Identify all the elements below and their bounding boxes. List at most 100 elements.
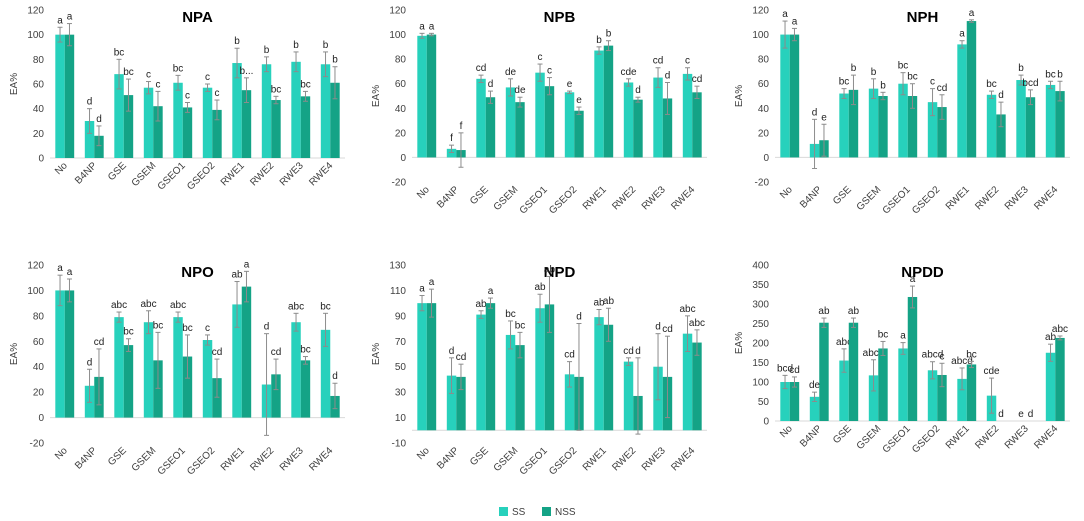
y-tick-label: 10 xyxy=(395,413,407,424)
significance-label: bc xyxy=(878,329,889,340)
bar-ss xyxy=(839,93,849,158)
significance-label: b xyxy=(264,45,270,56)
x-tick-label: B4NP xyxy=(798,423,824,449)
y-tick-label: 60 xyxy=(758,79,770,90)
y-tick-label: 0 xyxy=(763,153,769,164)
bar-nss xyxy=(1055,91,1065,158)
y-tick-label: 80 xyxy=(33,55,45,66)
bar-ss xyxy=(535,72,545,158)
x-tick-label: GSEO2 xyxy=(185,445,217,477)
significance-label: b xyxy=(880,80,886,91)
y-tick-label: 150 xyxy=(752,358,769,369)
x-tick-label: B4NP xyxy=(73,445,99,471)
x-tick-label: GSEO2 xyxy=(185,160,217,192)
bar-ss xyxy=(986,94,997,158)
significance-label: abcd xyxy=(951,356,973,367)
bar-ss xyxy=(114,74,124,158)
significance-label: a xyxy=(969,8,975,19)
x-tick-label: RWE4 xyxy=(669,184,697,212)
x-tick-label: GSEO1 xyxy=(518,184,550,216)
bar-nss xyxy=(544,86,555,158)
bar-ss xyxy=(809,396,820,421)
significance-label: b xyxy=(332,55,338,66)
significance-label: d xyxy=(635,85,641,96)
significance-label: e xyxy=(1018,409,1024,420)
bar-nss xyxy=(692,92,702,158)
significance-label: b xyxy=(606,29,612,40)
y-tick-label: 120 xyxy=(27,261,44,272)
significance-label: c xyxy=(939,351,944,362)
x-tick-label: RWE4 xyxy=(1032,423,1060,451)
bar-ss xyxy=(653,77,663,158)
significance-label: cd xyxy=(94,337,105,348)
significance-label: bc xyxy=(839,77,850,88)
significance-label: d xyxy=(812,107,818,118)
significance-label: c xyxy=(538,52,543,63)
bar-ss xyxy=(564,92,575,158)
significance-label: d xyxy=(1028,409,1034,420)
significance-label: bc xyxy=(153,320,164,331)
y-tick-label: -20 xyxy=(755,178,770,189)
y-tick-label: 0 xyxy=(400,153,406,164)
bar-ss xyxy=(505,87,516,158)
significance-label: c xyxy=(547,66,552,77)
bar-ss xyxy=(594,317,604,431)
x-tick-label: No xyxy=(53,445,70,462)
bar-nss xyxy=(907,296,918,421)
significance-label: f xyxy=(460,121,463,132)
x-tick-label: GSEM xyxy=(492,184,521,213)
significance-label: a xyxy=(429,277,435,288)
bar-nss xyxy=(241,90,252,158)
bar-ss xyxy=(320,64,331,158)
bar-nss xyxy=(819,322,829,421)
bar-nss xyxy=(907,96,918,158)
x-tick-label: RWE1 xyxy=(581,445,609,473)
significance-label: bcd xyxy=(1022,78,1038,89)
significance-label: e xyxy=(567,79,573,90)
bar-ss xyxy=(1045,352,1056,421)
y-tick-label: 80 xyxy=(758,55,770,66)
significance-label: ab xyxy=(475,299,487,310)
x-tick-label: GSEM xyxy=(855,184,884,213)
bar-nss xyxy=(878,348,888,421)
x-tick-label: RWE4 xyxy=(307,160,335,188)
y-tick-label: 20 xyxy=(395,128,407,139)
bar-ss xyxy=(202,340,213,418)
bar-nss xyxy=(662,98,673,158)
bar-nss xyxy=(1025,97,1036,158)
significance-label: bc xyxy=(123,327,134,338)
y-tick-label: 400 xyxy=(752,261,769,272)
significance-label: abc xyxy=(111,300,127,311)
bar-nss xyxy=(123,345,134,418)
significance-label: abc xyxy=(1052,324,1068,335)
significance-label: cd xyxy=(271,347,282,358)
bar-ss xyxy=(1045,84,1056,158)
y-tick-label: 350 xyxy=(752,280,769,291)
significance-label: c xyxy=(205,72,210,83)
significance-label: bc xyxy=(966,349,977,360)
x-tick-label: RWE3 xyxy=(640,445,668,473)
y-tick-label: 60 xyxy=(33,337,45,348)
significance-label: cd xyxy=(692,74,703,85)
significance-label: b xyxy=(1018,63,1024,74)
significance-label: d xyxy=(449,346,455,357)
significance-label: b xyxy=(293,40,299,51)
chart-title: NPH xyxy=(907,9,939,26)
bar-nss xyxy=(300,96,311,158)
y-tick-label: 0 xyxy=(763,417,769,428)
significance-label: bc xyxy=(1045,69,1056,80)
significance-label: d xyxy=(635,346,641,357)
bar-ss xyxy=(476,314,486,431)
significance-label: a xyxy=(959,29,965,40)
significance-label: abc xyxy=(288,301,304,312)
chart-title: NPDD xyxy=(901,264,944,281)
y-tick-label: 110 xyxy=(390,286,406,297)
x-tick-label: GSE xyxy=(106,445,129,468)
x-tick-label: RWE4 xyxy=(307,445,335,473)
x-tick-label: RWE2 xyxy=(973,423,1001,451)
bar-ss xyxy=(839,360,849,421)
bar-ss xyxy=(623,82,634,158)
